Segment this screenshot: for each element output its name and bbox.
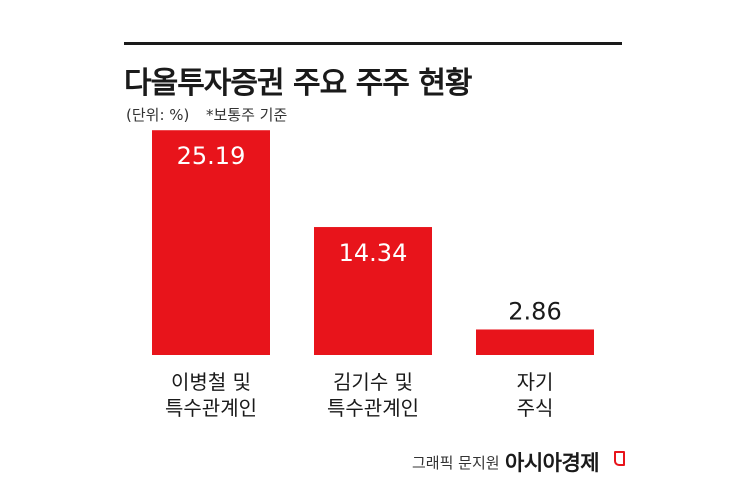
publisher-logo-text: 아시아경제 (505, 451, 600, 475)
category-label: 자기 (517, 370, 554, 394)
category-label: 특수관계인 (327, 396, 419, 420)
category-label: 주식 (517, 396, 554, 420)
category-label: 김기수 및 (333, 370, 413, 394)
category-label: 특수관계인 (165, 396, 257, 420)
bar (314, 227, 432, 355)
basis-note: *보통주 기준 (206, 106, 288, 124)
publisher-logo-icon (614, 451, 625, 466)
bar (476, 329, 594, 355)
bar (152, 130, 270, 355)
unit-note: (단위: %) (126, 106, 190, 124)
top-rule (124, 42, 622, 45)
bar-value-label: 2.86 (508, 297, 561, 325)
bar-value-label: 14.34 (339, 239, 408, 267)
chart-title: 다올투자증권 주요 주주 현황 (124, 66, 473, 101)
bar-value-label: 25.19 (177, 142, 246, 170)
category-label: 이병철 및 (171, 370, 251, 394)
graphic-credit: 그래픽 문지원 (412, 454, 500, 472)
